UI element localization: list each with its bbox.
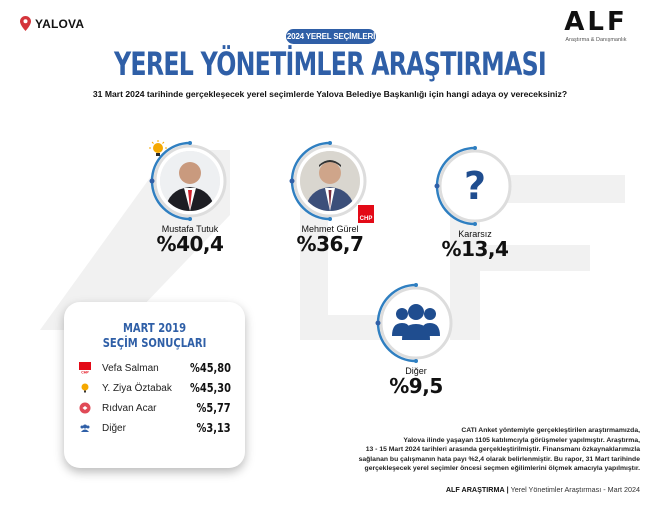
results-row: CHP Vefa Salman %45,80	[64, 358, 245, 378]
svg-text:CHP: CHP	[81, 371, 89, 375]
results-row: Y. Ziya Öztabak %45,30	[64, 378, 245, 398]
results-2019-title: MART 2019 SEÇİM SONUÇLARI	[102, 320, 207, 350]
election-pill: 2024 YEREL SEÇİMLERİ	[286, 29, 376, 44]
results-row: Diğer %3,13	[64, 418, 245, 438]
candidate-percentage: %13,4	[441, 237, 509, 261]
survey-question: 31 Mart 2024 tarihinde gerçekleşecek yer…	[92, 89, 568, 99]
group-icon	[392, 304, 440, 340]
alf-logo: ALF Araştırma & Danışmanlık	[548, 8, 644, 43]
candidate-name: Kararsız	[458, 229, 492, 239]
footer-brand: ALF ARAŞTIRMA	[445, 485, 505, 494]
footer-separator: |	[506, 485, 509, 494]
page-title: YEREL YÖNETİMLER ARAŞTIRMASI	[114, 45, 547, 83]
methodology-text: CATI Anket yöntemiyle gerçekleştirilen a…	[358, 427, 640, 473]
logo-mark: ALF	[564, 7, 628, 37]
ak-parti-logo-icon	[78, 381, 92, 395]
results-2019-panel: MART 2019 SEÇİM SONUÇLARI CHP Vefa Salma…	[64, 302, 245, 468]
candidate-card-other: Diğer %9,5	[366, 282, 466, 396]
candidate-percentage: %40,4	[156, 232, 224, 256]
results-row: Rıdvan Acar %5,77	[64, 398, 245, 418]
candidate-name: Mehmet Gürel	[301, 224, 359, 234]
logo-subtitle: Araştırma & Danışmanlık	[565, 37, 627, 43]
candidate-photo	[160, 151, 220, 211]
candidate-card-gurel: CHP Mehmet Gürel %36,7	[280, 140, 380, 254]
group-icon	[78, 421, 92, 435]
footer: ALF ARAŞTIRMA | Yerel Yönetimler Araştır…	[446, 485, 640, 494]
candidate-photo	[300, 151, 360, 211]
location-text: YALOVA	[35, 16, 85, 31]
saadet-logo-icon	[78, 401, 92, 415]
candidate-card-tutuk: Mustafa Tutuk %40,4	[140, 140, 240, 254]
ring-arc-icon: ?	[434, 146, 512, 226]
ring-arc-icon	[375, 283, 453, 363]
ak-parti-logo-icon	[149, 140, 167, 156]
question-mark-icon: ?	[464, 164, 486, 208]
chp-logo-icon: CHP	[78, 361, 92, 375]
candidate-percentage: %36,7	[296, 232, 364, 256]
candidate-percentage: %9,5	[389, 374, 443, 398]
candidate-card-undecided: ? Kararsız %13,4	[425, 145, 525, 259]
map-pin-icon	[20, 16, 31, 31]
candidate-name: Diğer	[405, 366, 427, 376]
chp-logo-icon: CHP	[357, 204, 375, 224]
footer-text: Yerel Yönetimler Araştırması - Mart 2024	[510, 485, 640, 494]
location-label: YALOVA	[20, 16, 84, 31]
candidate-name: Mustafa Tutuk	[161, 224, 219, 234]
